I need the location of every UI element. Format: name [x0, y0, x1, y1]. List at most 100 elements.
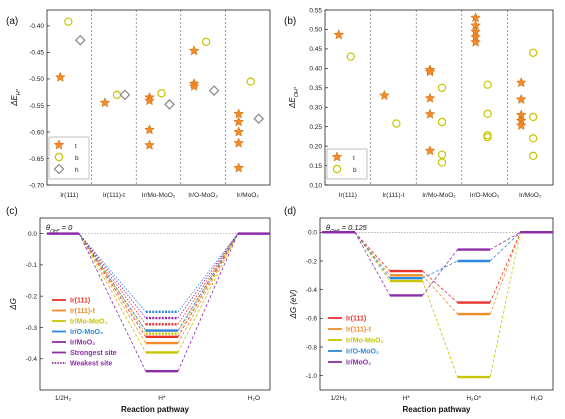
connector-strongest	[78, 233, 147, 372]
legend-marker-b	[332, 164, 342, 174]
y-tick-label: -1.0	[306, 373, 318, 380]
y-tick-label: -0.4	[26, 356, 38, 363]
data-point-b	[529, 112, 538, 122]
data-point-b	[64, 17, 73, 26]
y-tick-label: -0.6	[306, 316, 318, 323]
data-point-t	[233, 126, 245, 137]
legend-label: Ir(111)-t	[70, 308, 96, 315]
panel-c-energy-diagram: 0.0 -0.1 -0.2 -0.3 -0.4 1/2H₂ H* H₂O Reaction pa…	[9, 217, 271, 414]
connector-strongest	[78, 233, 147, 353]
legend-label: Weakest site	[70, 361, 112, 368]
data-point-h	[253, 113, 265, 125]
connector-strongest	[177, 233, 239, 372]
y-tick-label: -0.8	[306, 344, 318, 351]
x-category-label: Ir/Mo-MoO₂	[422, 192, 456, 199]
x-category-label: H₂O*	[466, 395, 481, 402]
legend-label: t	[75, 143, 77, 150]
legend-label: Ir(111)	[346, 316, 366, 323]
legend-marker-t	[331, 151, 343, 162]
data-point-t	[144, 139, 155, 150]
connector	[422, 275, 458, 315]
legend-marker-t	[53, 139, 65, 150]
data-point-b	[437, 83, 447, 92]
legend-label: Ir/Mo-MoO₂	[346, 338, 384, 345]
data-point-h	[208, 85, 220, 96]
y-tick-label: 0.45	[309, 46, 322, 53]
x-category-label: Ir(111)	[60, 192, 78, 199]
y-tick-label: 0.20	[309, 143, 322, 150]
x-category-label: Ir/Mo-MoO₂	[142, 192, 176, 199]
y-tick-label: 0.15	[309, 163, 322, 170]
connector-weakest	[177, 233, 239, 331]
data-point-b	[529, 134, 538, 143]
plot-frame	[46, 9, 271, 186]
y-tick-label: -0.50	[29, 76, 44, 83]
x-category-label: H₂O	[531, 395, 543, 402]
data-point-t	[233, 116, 245, 127]
y-tick-label: 0.35	[309, 85, 322, 92]
y-tick-label: -0.2	[306, 258, 318, 265]
connector	[422, 280, 458, 378]
legend-label: Ir(111)	[70, 298, 90, 305]
data-point-t	[515, 77, 527, 88]
data-point-b	[483, 109, 492, 119]
data-point-h	[74, 34, 86, 46]
data-point-t	[515, 93, 527, 105]
connector-strongest	[78, 233, 147, 338]
y-tick-label: 0.30	[309, 105, 322, 112]
data-point-t	[188, 45, 200, 56]
data-point-t	[424, 145, 436, 156]
data-point-t	[99, 97, 111, 108]
data-point-t	[333, 29, 345, 40]
panel-a-label: (a)	[6, 16, 18, 27]
panel-b-scatter: 0.10 0.15 0.20 0.25 0.30 0.35 0.40 0.45 0.50 0.55…	[288, 7, 554, 199]
connector-weakest	[78, 233, 147, 325]
y-tick-label: -0.3	[26, 325, 38, 332]
x-category-label: Ir(111)-t	[382, 192, 404, 199]
data-point-t	[379, 89, 390, 101]
connector-weakest	[177, 233, 239, 319]
x-category-label: Ir/O-MoO₂	[470, 192, 500, 199]
legend-marker-b	[54, 152, 64, 162]
legend-label: Ir/MoO₂	[346, 360, 371, 367]
data-point-t	[470, 36, 481, 47]
x-category-label: Ir/MoO₂	[237, 192, 260, 199]
connector-strongest	[177, 233, 239, 344]
data-point-b	[246, 77, 255, 86]
y-tick-label: 0.0	[308, 230, 317, 237]
connector	[422, 270, 458, 303]
y-tick-label: -0.45	[29, 50, 44, 57]
y-tick-label: 0.0	[28, 231, 37, 238]
legend-label: Ir(111)-t	[346, 327, 372, 334]
legend-label: t	[353, 155, 355, 162]
panel-d-label: (d)	[284, 206, 296, 217]
x-category-label: H₂O	[248, 395, 260, 402]
data-point-b	[529, 151, 538, 161]
connector-strongest	[78, 233, 147, 344]
data-point-h	[119, 89, 131, 101]
panel-a-scatter: -0.40 -0.45 -0.50 -0.55 -0.60 -0.65 -0.70 Ir(11…	[10, 9, 271, 199]
x-category-label: Ir/O-MoO₂	[188, 192, 218, 199]
connector	[422, 260, 458, 279]
data-point-t	[233, 108, 245, 119]
data-point-b	[529, 48, 538, 57]
connector-weakest	[78, 233, 147, 313]
y-tick-label: -0.60	[29, 129, 44, 136]
data-point-t	[233, 137, 245, 148]
connector	[354, 232, 391, 276]
data-point-t	[233, 162, 245, 173]
x-category-label: H*	[403, 395, 411, 402]
x-category-label: 1/2H₂	[55, 395, 72, 402]
y-tick-label: -0.55	[29, 103, 44, 110]
connector	[489, 231, 521, 250]
y-tick-label: 0.10	[309, 182, 322, 189]
connector-weakest	[177, 233, 239, 334]
x-category-label: Ir(111)	[339, 192, 357, 199]
y-axis-label: ΔG	[9, 298, 18, 311]
chart-title: θOH* = 0	[46, 223, 73, 235]
data-point-b	[437, 158, 447, 167]
x-category-label: Ir/MoO₂	[519, 192, 542, 199]
y-tick-label: -0.40	[29, 23, 44, 30]
